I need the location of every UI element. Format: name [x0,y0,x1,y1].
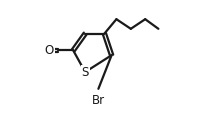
Text: Br: Br [92,94,105,107]
Text: O: O [44,44,54,57]
Text: S: S [82,66,89,78]
